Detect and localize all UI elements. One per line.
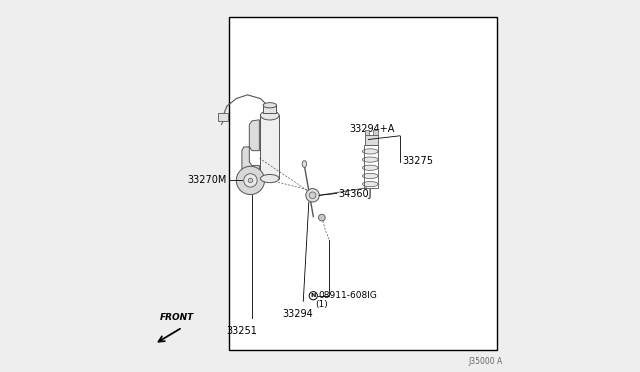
Ellipse shape	[362, 173, 378, 179]
Ellipse shape	[302, 161, 307, 167]
Ellipse shape	[362, 165, 378, 170]
Circle shape	[319, 214, 325, 221]
Polygon shape	[242, 120, 259, 180]
Ellipse shape	[362, 157, 378, 162]
Bar	[229, 17, 497, 350]
Bar	[373, 130, 378, 135]
Ellipse shape	[263, 103, 276, 108]
Text: 33270M: 33270M	[188, 176, 227, 185]
Text: FRONT: FRONT	[159, 313, 194, 322]
Text: 33294+A: 33294+A	[349, 124, 394, 134]
Circle shape	[309, 192, 316, 199]
Ellipse shape	[260, 111, 279, 120]
Ellipse shape	[260, 174, 279, 183]
Circle shape	[248, 178, 253, 183]
Text: 08911-608lG: 08911-608lG	[319, 291, 378, 300]
Bar	[263, 105, 276, 113]
Circle shape	[306, 189, 319, 202]
Ellipse shape	[362, 149, 378, 154]
Ellipse shape	[362, 182, 378, 187]
Text: 33275: 33275	[402, 156, 433, 166]
Bar	[218, 113, 228, 121]
Bar	[364, 145, 378, 188]
Bar	[365, 135, 378, 145]
Text: (1): (1)	[315, 300, 328, 309]
Bar	[260, 115, 279, 179]
Circle shape	[309, 292, 317, 300]
Text: 34360J: 34360J	[338, 189, 371, 199]
Text: 33251: 33251	[227, 326, 257, 336]
Text: J35000 A: J35000 A	[468, 357, 502, 366]
Circle shape	[236, 166, 264, 195]
Text: N: N	[310, 293, 316, 298]
Circle shape	[244, 174, 257, 187]
Bar	[365, 130, 369, 135]
Text: 33294: 33294	[282, 309, 313, 319]
